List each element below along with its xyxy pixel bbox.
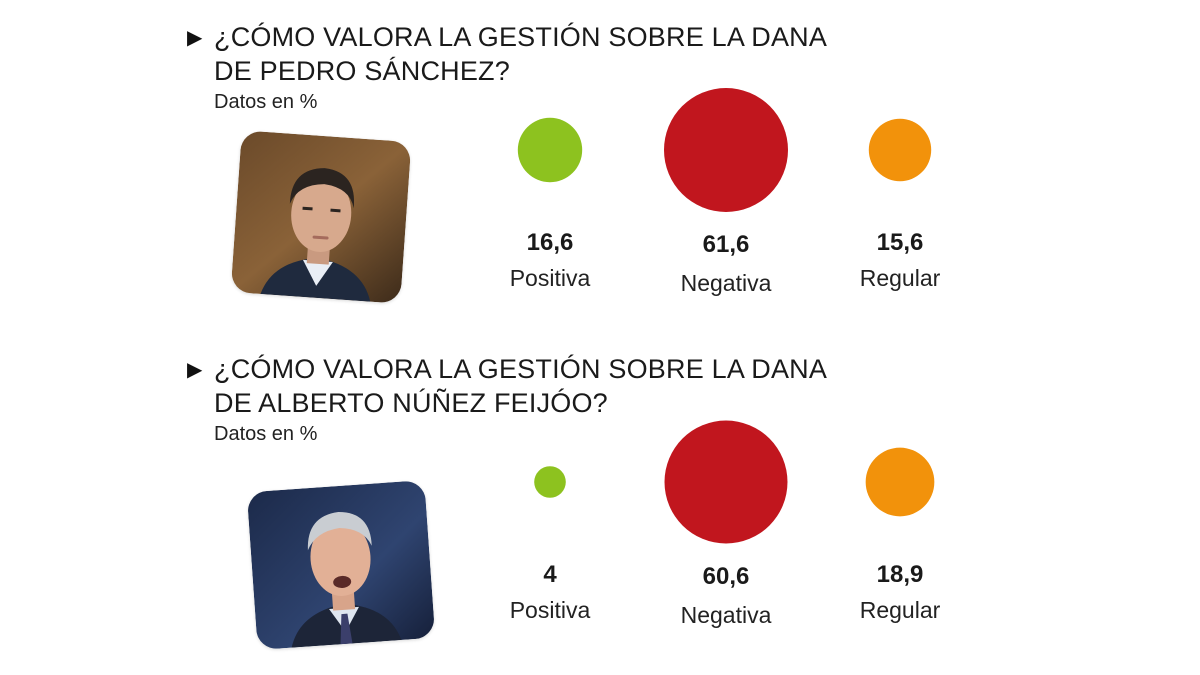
bubble-regular [868, 118, 932, 182]
bubble-negativa [664, 88, 788, 212]
triangle-bullet-icon: ▶ [187, 27, 203, 49]
bubble-positiva [517, 117, 583, 183]
data-label-negativa: 60,6 [703, 563, 750, 590]
category-label-negativa: Negativa [681, 602, 772, 628]
category-label-regular: Regular [860, 597, 941, 623]
data-label-regular: 18,9 [877, 561, 924, 588]
data-label-positiva: 4 [543, 561, 557, 588]
bubble-regular [865, 447, 935, 517]
chart-subtitle: Datos en % [214, 91, 318, 113]
bubble-chart: 16,6 Positiva 61,6 Negativa 15,6 Regular [510, 88, 941, 296]
chart-title: ¿CÓMO VALORA LA GESTIÓN SOBRE LA DANA DE… [214, 20, 827, 88]
data-label-negativa: 61,6 [703, 231, 750, 258]
chart-section-sanchez: ▶ ¿CÓMO VALORA LA GESTIÓN SOBRE LA DANA … [0, 18, 1200, 348]
category-label-positiva: Positiva [510, 265, 591, 291]
bubble-negativa [664, 420, 788, 544]
chart-title: ¿CÓMO VALORA LA GESTIÓN SOBRE LA DANA DE… [214, 352, 827, 420]
category-label-negativa: Negativa [681, 270, 772, 296]
bubble-positiva [534, 466, 566, 498]
chart-section-feijoo: ▶ ¿CÓMO VALORA LA GESTIÓN SOBRE LA DANA … [0, 350, 1200, 675]
chart-subtitle: Datos en % [214, 423, 318, 445]
chart-title-line-2: DE ALBERTO NÚÑEZ FEIJÓO? [214, 388, 608, 418]
pedro-sanchez-photo [230, 130, 412, 304]
chart-title-line-1: ¿CÓMO VALORA LA GESTIÓN SOBRE LA DANA [214, 22, 828, 52]
category-label-regular: Regular [860, 265, 941, 291]
category-label-positiva: Positiva [510, 597, 591, 623]
triangle-bullet-icon: ▶ [187, 359, 203, 381]
data-label-positiva: 16,6 [527, 229, 574, 256]
chart-title-line-1: ¿CÓMO VALORA LA GESTIÓN SOBRE LA DANA [214, 354, 828, 384]
alberto-nunez-feijoo-photo [246, 479, 436, 651]
chart-title-line-2: DE PEDRO SÁNCHEZ? [214, 56, 510, 86]
data-label-regular: 15,6 [877, 229, 924, 256]
bubble-chart: 4 Positiva 60,6 Negativa 18,9 Regular [510, 420, 941, 628]
